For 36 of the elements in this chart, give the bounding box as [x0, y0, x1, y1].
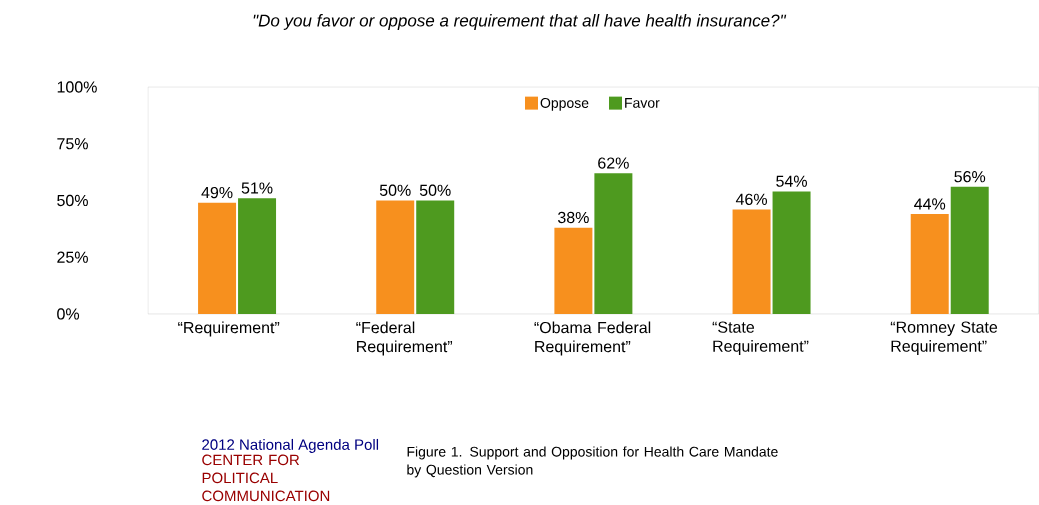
data-label: 44%	[914, 198, 946, 210]
bar	[950, 187, 989, 315]
data-label: 56%	[954, 171, 986, 183]
y-tick-label: 100%	[57, 81, 97, 93]
legend-label: Favor	[625, 98, 660, 109]
data-label: 46%	[735, 193, 767, 206]
data-label: 51%	[241, 182, 273, 194]
bar	[376, 200, 415, 315]
legend-label: Oppose	[540, 98, 589, 111]
data-label: 62%	[598, 157, 629, 169]
bar	[772, 191, 811, 315]
data-label: 49%	[201, 187, 233, 199]
x-tick-label: “Federal Requirement”	[356, 321, 453, 356]
data-label: 50%	[379, 184, 411, 197]
data-label: 54%	[776, 175, 807, 188]
y-tick-label: 50%	[57, 195, 88, 207]
x-tick-label: “Requirement”	[178, 321, 280, 337]
y-tick-label: 0%	[57, 308, 80, 320]
bar	[238, 198, 277, 315]
bar	[554, 227, 593, 315]
caption: Figure 1. Support and Opposition for Health Care Mandate by Question Version	[407, 446, 778, 478]
bar	[198, 202, 237, 315]
data-label: 38%	[558, 212, 589, 224]
y-tick-label: 75%	[57, 138, 88, 150]
y-tick-label: 25%	[57, 251, 88, 264]
text: CENTER FOR POLITICAL COMMUNICATION	[202, 454, 330, 502]
bar	[732, 209, 771, 315]
x-tick-label: “State Requirement”	[712, 321, 809, 356]
x-tick-label: “Obama Federal Requirement”	[534, 321, 651, 356]
bar	[594, 173, 633, 315]
data-label: 50%	[419, 184, 451, 197]
chart-title: "Do you favor or oppose a requirement that all have health insurance?"	[253, 14, 787, 31]
bar	[416, 200, 455, 315]
text: 2012 National Agenda Poll	[202, 439, 379, 454]
x-tick-label: “Romney State Requirement”	[890, 321, 998, 356]
bar	[910, 214, 949, 315]
